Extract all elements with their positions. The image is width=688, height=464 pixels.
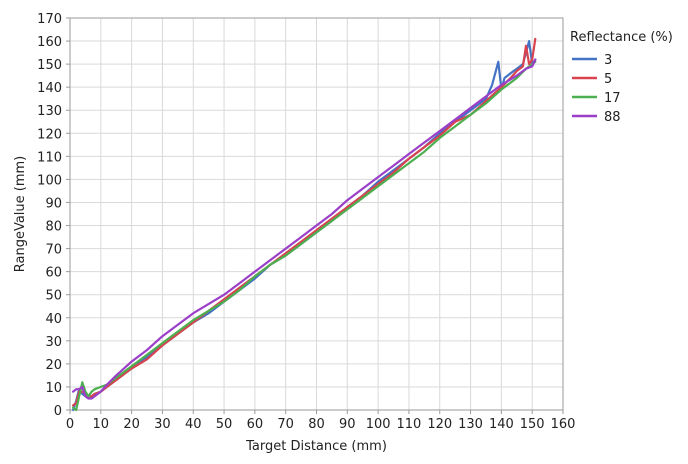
legend-title: Reflectance (%): [570, 30, 673, 45]
x-tick-label: 80: [308, 417, 325, 432]
x-tick-label: 90: [339, 417, 356, 432]
x-tick-label: 20: [123, 417, 140, 432]
legend: Reflectance (%) 3 5 17 88: [570, 30, 673, 125]
legend-label-3: 3: [604, 53, 612, 68]
y-tick-label: 50: [45, 289, 62, 304]
series-group: [71, 37, 537, 412]
legend-items: 3 5 17 88: [572, 53, 621, 125]
y-axis-ticks: 0 10 20 30 40 50 60 70 80 90 100 110 120 130 140 150 160…: [37, 12, 70, 419]
series-line-5: [71, 37, 537, 407]
y-tick-label: 170: [37, 12, 62, 27]
y-tick-label: 110: [37, 150, 62, 165]
y-tick-label: 160: [37, 35, 62, 50]
y-tick-label: 120: [37, 127, 62, 142]
y-tick-label: 30: [45, 335, 62, 350]
x-tick-label: 10: [93, 417, 110, 432]
x-tick-label: 0: [66, 417, 74, 432]
y-tick-label: 80: [45, 220, 62, 235]
x-tick-label: 50: [216, 417, 233, 432]
x-axis-title: Target Distance (mm): [245, 439, 387, 454]
y-tick-label: 130: [37, 104, 62, 119]
x-tick-label: 100: [366, 417, 391, 432]
x-tick-label: 110: [397, 417, 422, 432]
legend-label-88: 88: [604, 110, 621, 125]
x-tick-label: 150: [520, 417, 545, 432]
y-tick-label: 150: [37, 58, 62, 73]
x-tick-label: 140: [489, 417, 514, 432]
legend-label-17: 17: [604, 91, 621, 106]
y-tick-label: 70: [45, 243, 62, 258]
legend-label-5: 5: [604, 72, 612, 87]
x-axis-ticks: 0 10 20 30 40 50 60 70 80 90 100 110 120 130 140 150 160: [66, 410, 576, 432]
x-tick-label: 130: [458, 417, 483, 432]
x-tick-label: 60: [247, 417, 264, 432]
y-tick-label: 90: [45, 196, 62, 211]
y-tick-label: 60: [45, 266, 62, 281]
y-tick-label: 100: [37, 173, 62, 188]
y-tick-label: 140: [37, 81, 62, 96]
x-tick-label: 40: [185, 417, 202, 432]
x-tick-label: 70: [277, 417, 294, 432]
y-tick-label: 10: [45, 381, 62, 396]
x-tick-label: 30: [154, 417, 171, 432]
y-tick-label: 20: [45, 358, 62, 373]
x-tick-label: 160: [551, 417, 576, 432]
series-line-88: [71, 58, 537, 400]
y-tick-label: 40: [45, 312, 62, 327]
y-axis-title: RangeValue (mm): [13, 156, 28, 273]
series-line-17: [71, 60, 537, 412]
x-tick-label: 120: [427, 417, 452, 432]
y-tick-label: 0: [54, 404, 62, 419]
